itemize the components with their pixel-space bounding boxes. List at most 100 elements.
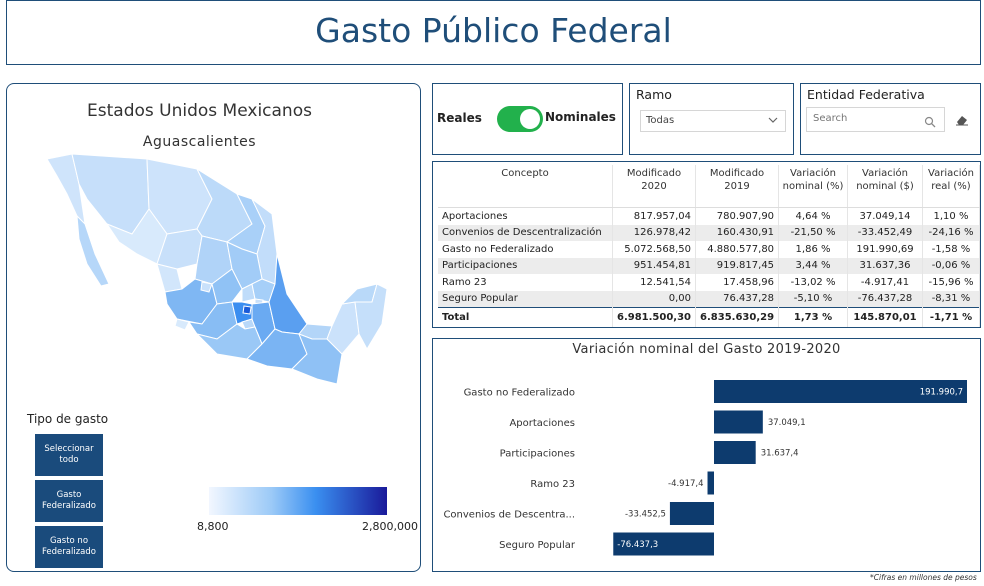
category-label: Aportaciones bbox=[509, 418, 575, 429]
table-cell: 4,64 % bbox=[778, 207, 848, 225]
table-cell: 817.957,04 bbox=[612, 207, 697, 225]
toggle-knob[interactable] bbox=[520, 109, 540, 129]
table-cell: 6.835.630,29 bbox=[695, 307, 780, 327]
data-label: 191.990,7 bbox=[920, 388, 963, 398]
map-title: Estados Unidos Mexicanos bbox=[87, 101, 312, 121]
gasto-federalizado-button[interactable]: Gasto Federalizado bbox=[35, 480, 103, 522]
ramo-slicer: Ramo Todas bbox=[629, 83, 794, 155]
map-colima[interactable] bbox=[174, 318, 190, 331]
table-cell: -4.917,41 bbox=[847, 274, 923, 291]
map-guerrero[interactable] bbox=[195, 323, 263, 360]
map-quintana-roo[interactable] bbox=[354, 283, 387, 351]
map-aguascalientes[interactable] bbox=[200, 281, 213, 293]
table-cell: -1,58 % bbox=[922, 241, 981, 258]
table-cell: 126.978,42 bbox=[612, 224, 697, 241]
table-cell: 145.870,01 bbox=[847, 307, 923, 327]
column-header[interactable]: Variación nominal ($) bbox=[847, 165, 923, 208]
table-cell: -0,06 % bbox=[922, 257, 981, 274]
table-header-row: Concepto Modificado 2020 Modificado 2019… bbox=[438, 165, 981, 208]
entidad-slicer: Entidad Federativa bbox=[800, 83, 981, 155]
table-cell: -13,02 % bbox=[778, 274, 848, 291]
table-row[interactable]: Ramo 23 12.541,54 17.458,96 -13,02 % -4.… bbox=[438, 274, 981, 291]
table-cell: 31.637,36 bbox=[847, 257, 923, 274]
gasto-no-federalizado-button[interactable]: Gasto no Federalizado bbox=[35, 526, 103, 568]
table-cell: -76.437,28 bbox=[847, 290, 923, 308]
table-cell: Aportaciones bbox=[438, 207, 613, 225]
table-cell: -33.452,49 bbox=[847, 224, 923, 241]
bar-chart-panel: Variación nominal del Gasto 2019-2020 Ga… bbox=[432, 338, 981, 572]
toggle-right-label: Nominales bbox=[545, 110, 616, 124]
bar[interactable] bbox=[714, 410, 763, 434]
data-label: -4.917,4 bbox=[668, 479, 704, 489]
reales-nominales-panel: Reales Nominales bbox=[432, 83, 623, 155]
mexico-map[interactable] bbox=[37, 154, 387, 394]
bar[interactable] bbox=[714, 441, 756, 464]
table-cell: 191.990,69 bbox=[847, 241, 923, 258]
table-cell: 37.049,14 bbox=[847, 207, 923, 225]
column-header[interactable]: Modificado 2020 bbox=[612, 165, 697, 208]
table-cell: -5,10 % bbox=[778, 290, 848, 308]
table-cell: 1,86 % bbox=[778, 241, 848, 258]
table-cell: -1,71 % bbox=[922, 307, 981, 327]
table-cell: -8,31 % bbox=[922, 290, 981, 308]
map-yucatan[interactable] bbox=[340, 283, 378, 305]
chevron-down-icon bbox=[767, 114, 779, 129]
table-cell: 160.430,91 bbox=[695, 224, 780, 241]
table-cell: 951.454,81 bbox=[612, 257, 697, 274]
table-cell: 3,44 % bbox=[778, 257, 848, 274]
legend-max-label: 2,800,000 bbox=[362, 520, 418, 533]
category-label: Ramo 23 bbox=[530, 479, 575, 490]
map-guanajuato[interactable] bbox=[211, 268, 243, 305]
column-header[interactable]: Variación nominal (%) bbox=[778, 165, 848, 208]
map-baja-california-sur[interactable] bbox=[76, 214, 110, 287]
column-header[interactable]: Variación real (%) bbox=[922, 165, 981, 208]
column-header[interactable]: Concepto bbox=[438, 165, 613, 208]
search-icon[interactable] bbox=[924, 113, 936, 132]
table-row[interactable]: Gasto no Federalizado 5.072.568,50 4.880… bbox=[438, 241, 981, 258]
bar[interactable] bbox=[669, 502, 714, 525]
entidad-search-box[interactable] bbox=[806, 107, 945, 132]
table-row[interactable]: Convenios de Descentralización 126.978,4… bbox=[438, 224, 981, 241]
table-cell: Seguro Popular bbox=[438, 290, 613, 308]
color-scale-legend bbox=[209, 487, 387, 515]
column-header[interactable]: Modificado 2019 bbox=[695, 165, 780, 208]
matrix-panel: Concepto Modificado 2020 Modificado 2019… bbox=[432, 161, 981, 328]
reales-nominales-toggle[interactable] bbox=[497, 106, 543, 132]
table-cell: 1,10 % bbox=[922, 207, 981, 225]
table-row[interactable]: Seguro Popular 0,00 76.437,28 -5,10 % -7… bbox=[438, 290, 981, 308]
category-label: Convenios de Descentra... bbox=[443, 510, 575, 521]
table-total-row: Total 6.981.500,30 6.835.630,29 1,73 % 1… bbox=[438, 307, 981, 327]
category-label: Seguro Popular bbox=[499, 540, 576, 551]
selected-state-label: Aguascalientes bbox=[142, 134, 257, 150]
bar[interactable] bbox=[714, 380, 967, 403]
title-panel: Gasto Público Federal bbox=[6, 0, 981, 65]
table-cell: Total bbox=[438, 307, 613, 327]
table-cell: 1,73 % bbox=[778, 307, 848, 327]
table-cell: Gasto no Federalizado bbox=[438, 241, 613, 258]
select-all-button[interactable]: Seleccionar todo bbox=[35, 434, 103, 476]
table-cell: 4.880.577,80 bbox=[695, 241, 780, 258]
footnote: *Cifras en millones de pesos bbox=[870, 573, 977, 582]
bar[interactable] bbox=[707, 471, 714, 495]
data-label: -76.437,3 bbox=[617, 540, 658, 550]
ramo-dropdown[interactable]: Todas bbox=[640, 110, 786, 132]
table-cell: 76.437,28 bbox=[695, 290, 780, 308]
table-row[interactable]: Aportaciones 817.957,04 780.907,90 4,64 … bbox=[438, 207, 981, 225]
table-cell: 6.981.500,30 bbox=[612, 307, 697, 327]
bar[interactable] bbox=[613, 532, 714, 556]
map-cdmx[interactable] bbox=[242, 305, 252, 315]
table-cell: Ramo 23 bbox=[438, 274, 613, 291]
ramo-label: Ramo bbox=[636, 87, 672, 102]
map-panel: Estados Unidos Mexicanos Aguascalientes bbox=[6, 83, 421, 572]
category-label: Participaciones bbox=[500, 449, 575, 460]
table-cell: 5.072.568,50 bbox=[612, 241, 697, 258]
table-cell: 0,00 bbox=[612, 290, 697, 308]
entidad-label: Entidad Federativa bbox=[807, 87, 925, 102]
variation-bar-chart[interactable]: Gasto no Federalizado 191.990,7 Aportacion… bbox=[433, 339, 980, 571]
table-row[interactable]: Participaciones 951.454,81 919.817,45 3,… bbox=[438, 257, 981, 274]
entidad-search-input[interactable] bbox=[811, 112, 915, 125]
table-cell: 17.458,96 bbox=[695, 274, 780, 291]
eraser-icon[interactable] bbox=[955, 111, 969, 130]
table-cell: -21,50 % bbox=[778, 224, 848, 241]
table-cell: -24,16 % bbox=[922, 224, 981, 241]
